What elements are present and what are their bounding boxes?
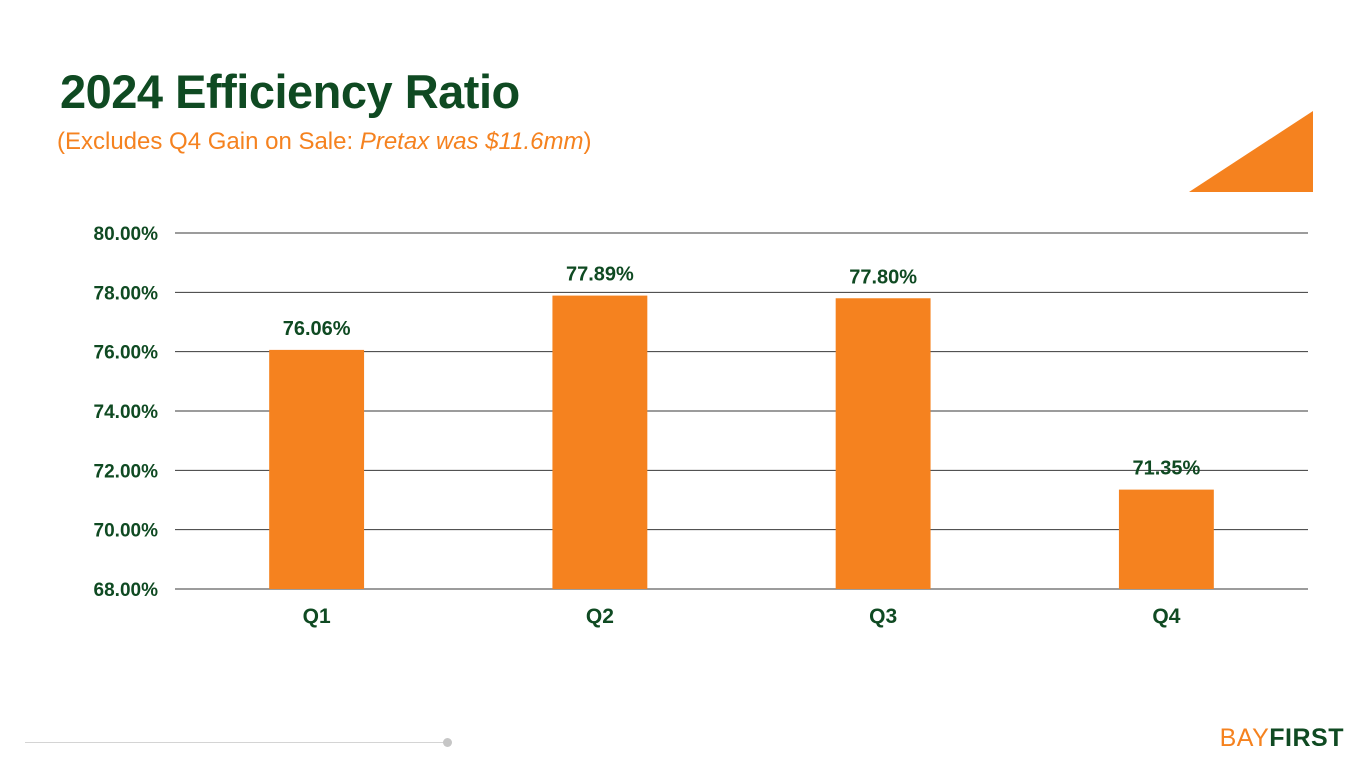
bar-q2	[552, 295, 648, 589]
footer-progress-line	[25, 742, 445, 743]
x-category-label: Q2	[586, 605, 614, 628]
x-category-label: Q4	[1152, 605, 1180, 628]
y-tick-label: 72.00%	[94, 461, 159, 482]
y-tick-label: 80.00%	[94, 224, 159, 245]
corner-triangle-decoration	[1189, 111, 1313, 192]
footer-progress-dot	[443, 738, 452, 747]
bar-q3	[835, 298, 931, 589]
data-label: 76.06%	[283, 318, 351, 340]
y-tick-label: 70.00%	[94, 521, 159, 542]
data-label: 77.89%	[566, 264, 634, 286]
x-category-label: Q1	[303, 605, 331, 628]
y-tick-label: 74.00%	[94, 402, 159, 423]
bayfirst-logo: BAYFIRST	[1220, 724, 1344, 753]
subtitle-suffix: )	[583, 128, 592, 155]
bar-q1	[269, 349, 365, 589]
subtitle-prefix: (Excludes Q4 Gain on Sale:	[57, 128, 360, 155]
page-subtitle: (Excludes Q4 Gain on Sale: Pretax was $1…	[57, 128, 591, 156]
logo-part-bay: BAY	[1219, 724, 1270, 752]
x-category-label: Q3	[869, 605, 897, 628]
page-title: 2024 Efficiency Ratio	[60, 65, 520, 118]
efficiency-ratio-chart: 68.00% 70.00% 72.00% 74.00% 76.00% 78.00% 80.0…	[94, 224, 1308, 628]
y-tick-label: 78.00%	[94, 283, 159, 304]
logo-part-first: FIRST	[1269, 724, 1344, 752]
data-label: 71.35%	[1132, 458, 1200, 480]
data-label: 77.80%	[849, 266, 917, 288]
y-tick-label: 76.00%	[94, 343, 159, 364]
bar-q4	[1118, 489, 1214, 589]
y-tick-label: 68.00%	[94, 580, 159, 601]
subtitle-italic: Pretax was $11.6mm	[359, 128, 584, 155]
